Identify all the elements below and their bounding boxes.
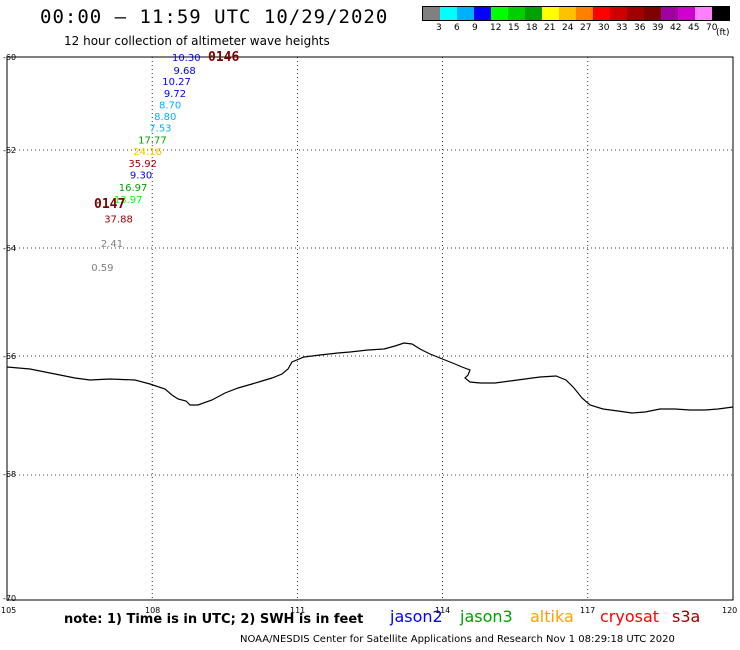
scale-swatch xyxy=(525,7,542,20)
x-axis-label: 120 xyxy=(722,606,738,615)
scale-tick-label: 3 xyxy=(436,23,442,33)
x-axis-label: 117 xyxy=(580,606,596,615)
scale-tick-label: 18 xyxy=(526,23,538,33)
page-subtitle: 12 hour collection of altimeter wave hei… xyxy=(64,34,330,48)
scale-swatch xyxy=(576,7,593,20)
scale-swatch xyxy=(457,7,474,20)
scale-tick-label: 45 xyxy=(688,23,700,33)
scale-swatch xyxy=(559,7,576,20)
wave-height-value: 10.27 xyxy=(162,77,191,88)
scale-tick-label: 24 xyxy=(562,23,574,33)
map-grid xyxy=(7,57,733,600)
scale-swatch xyxy=(593,7,610,20)
wave-height-value: 9.30 xyxy=(130,171,152,182)
wave-height-value: 24.16 xyxy=(133,147,162,158)
wave-height-color-scale: 3 6 9 12 15 18 21 24 27 30 33 36 39 42 45 70 (ft) xyxy=(422,6,730,38)
wave-height-value: 13.97 xyxy=(114,195,143,206)
wave-height-value: 2.41 xyxy=(101,239,123,250)
scale-tick-label: 6 xyxy=(454,23,460,33)
scale-unit: (ft) xyxy=(716,28,730,38)
y-axis-label: -66 xyxy=(3,352,17,361)
scale-swatch xyxy=(712,7,729,20)
footnote: note: 1) Time is in UTC; 2) SWH is in fe… xyxy=(64,612,364,627)
scale-tick-label: 36 xyxy=(634,23,646,33)
wave-height-value: 35.92 xyxy=(128,159,157,170)
scale-swatch xyxy=(491,7,508,20)
scale-tick-label: 21 xyxy=(544,23,556,33)
track-points: 10.30 9.6810.279.728.708.807.5317.7724.16… xyxy=(91,53,200,274)
wave-height-value: 10.30 xyxy=(172,53,201,64)
scale-swatch xyxy=(474,7,491,20)
y-axis-label: -62 xyxy=(3,146,17,155)
scale-swatch xyxy=(440,7,457,20)
satellite-jason3: jason3 xyxy=(460,607,513,626)
scale-swatch xyxy=(678,7,695,20)
scale-swatch xyxy=(542,7,559,20)
scale-swatch xyxy=(695,7,712,20)
scale-tick-label: 42 xyxy=(670,23,682,33)
wave-height-value: 9.72 xyxy=(164,89,186,100)
scale-tick-labels: 3 6 9 12 15 18 21 24 27 30 33 36 39 42 45 70 xyxy=(422,21,730,35)
scale-tick-label: 30 xyxy=(598,23,610,33)
wave-height-value: 0.59 xyxy=(91,263,113,274)
scale-tick-label: 12 xyxy=(490,23,502,33)
scale-swatch xyxy=(644,7,661,20)
satellite-altika: altika xyxy=(530,607,574,626)
wave-height-value: 16.97 xyxy=(119,183,148,194)
y-axis-label: -64 xyxy=(3,244,17,253)
x-axis-label: 105 xyxy=(1,606,17,615)
scale-swatch xyxy=(661,7,678,20)
color-swatches xyxy=(422,6,730,21)
wave-height-value: 7.53 xyxy=(149,124,171,135)
scale-tick-label: 33 xyxy=(616,23,628,33)
wave-height-value: 17.77 xyxy=(138,135,167,146)
map-frame xyxy=(6,56,734,601)
time-label: 0146 xyxy=(208,50,239,65)
wave-height-value: 8.70 xyxy=(159,100,181,111)
scale-swatch xyxy=(610,7,627,20)
scale-tick-label: 27 xyxy=(580,23,592,33)
scale-tick-label: 39 xyxy=(652,23,664,33)
credit-footer: NOAA/NESDIS Center for Satellite Applica… xyxy=(240,634,675,645)
scale-tick-label: 9 xyxy=(472,23,478,33)
time-label: 0147 xyxy=(94,197,125,212)
y-axis-label: -70 xyxy=(3,594,17,603)
satellite-s3a: s3a xyxy=(672,607,701,626)
scale-tick-label: 15 xyxy=(508,23,520,33)
x-axis-label: 114 xyxy=(435,606,451,615)
wave-height-value: 8.80 xyxy=(154,112,176,123)
satellite-cryosat: cryosat xyxy=(600,607,660,626)
scale-tick-label: 70 xyxy=(706,23,718,33)
wave-height-value: 9.68 xyxy=(173,66,195,77)
scale-swatch xyxy=(627,7,644,20)
wave-height-value: 37.88 xyxy=(104,215,133,226)
scale-swatch xyxy=(508,7,525,20)
antarctic-coastline xyxy=(6,342,734,414)
x-axis-label: 108 xyxy=(145,606,161,615)
satellite-jason2: jason2 xyxy=(390,607,443,626)
y-axis-label: -60 xyxy=(3,53,17,62)
x-axis-label: 111 xyxy=(290,606,306,615)
page-title: 00:00 – 11:59 UTC 10/29/2020 xyxy=(40,6,389,28)
scale-swatch xyxy=(423,7,440,20)
y-axis-label: -68 xyxy=(3,470,17,479)
